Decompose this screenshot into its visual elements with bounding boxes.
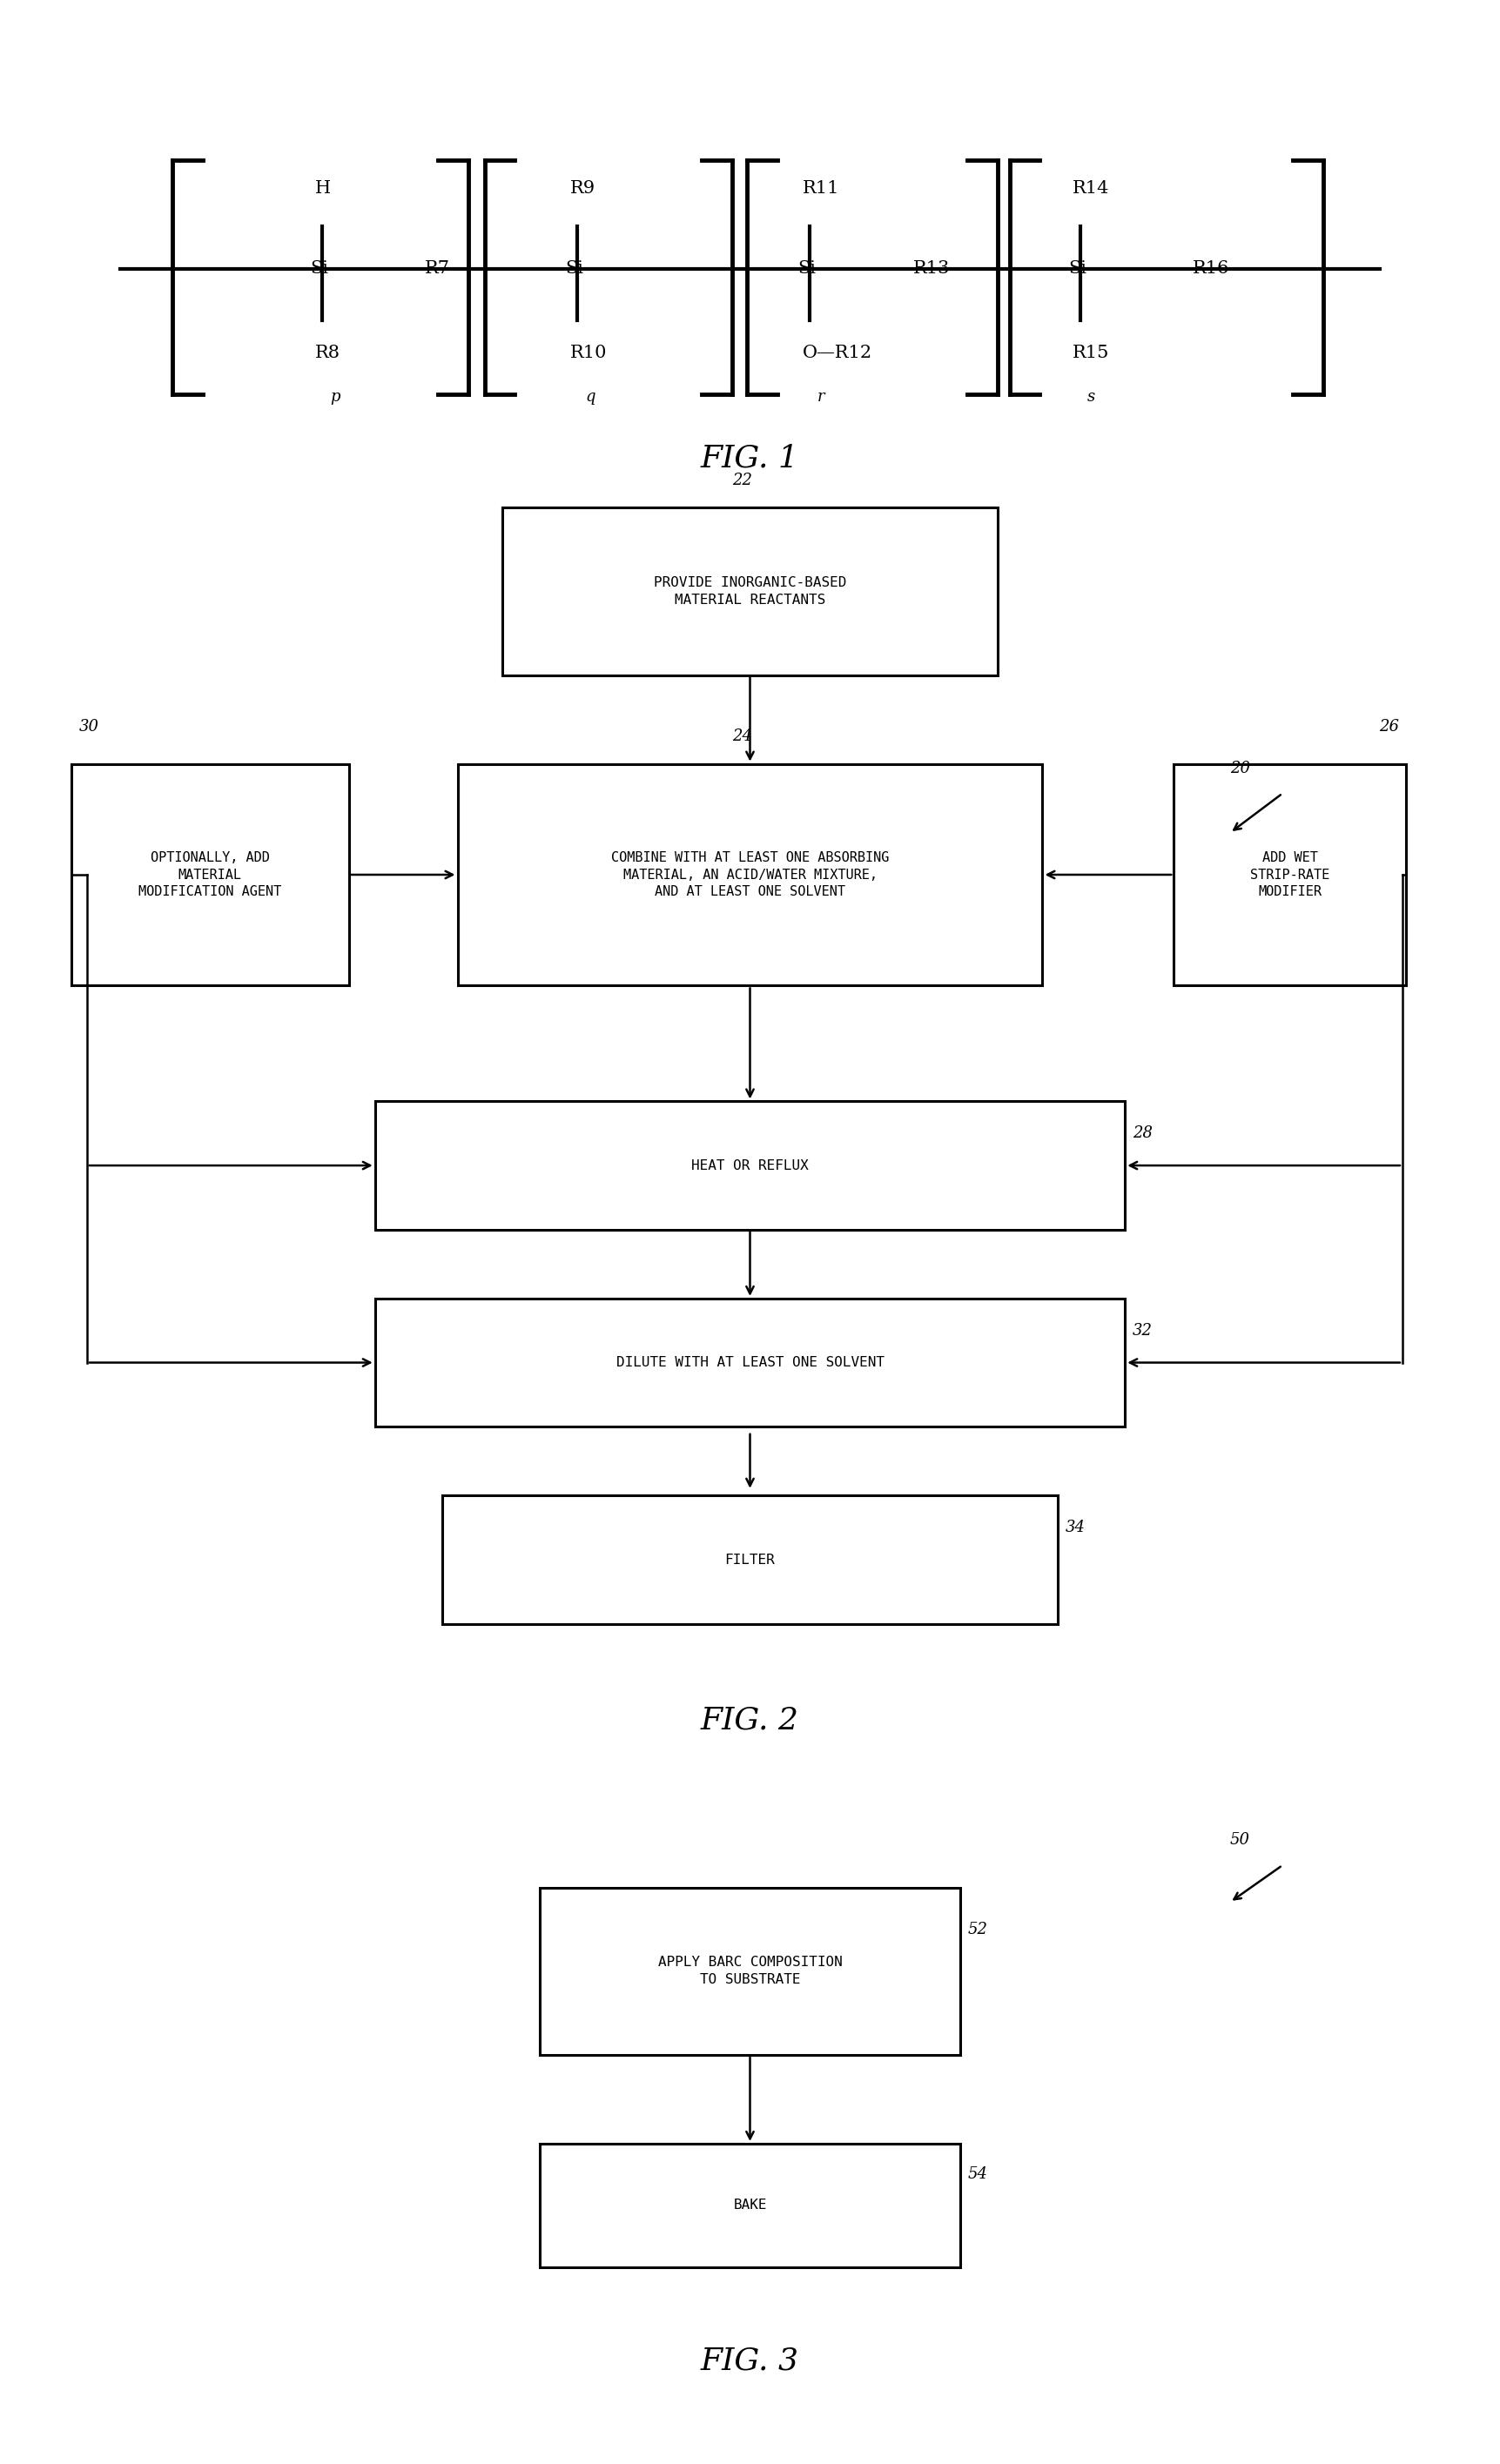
Text: 20: 20 [1230,761,1250,776]
FancyBboxPatch shape [1173,764,1407,986]
Text: r: r [818,389,825,404]
FancyBboxPatch shape [442,1496,1058,1624]
Text: 52: 52 [968,1922,987,1937]
FancyBboxPatch shape [375,1299,1125,1427]
Text: APPLY BARC COMPOSITION
TO SUBSTRATE: APPLY BARC COMPOSITION TO SUBSTRATE [659,1956,842,1986]
Text: HEAT OR REFLUX: HEAT OR REFLUX [692,1158,808,1173]
Text: Si: Si [1068,261,1086,276]
Text: 28: 28 [1132,1126,1152,1141]
Text: PROVIDE INORGANIC-BASED
MATERIAL REACTANTS: PROVIDE INORGANIC-BASED MATERIAL REACTAN… [654,577,846,606]
FancyBboxPatch shape [375,1101,1125,1230]
Text: ADD WET
STRIP-RATE
MODIFIER: ADD WET STRIP-RATE MODIFIER [1251,850,1329,899]
Text: 32: 32 [1132,1323,1152,1338]
Text: R7: R7 [424,261,450,276]
Text: FILTER: FILTER [724,1552,776,1567]
Text: 22: 22 [732,473,753,488]
Text: R15: R15 [1072,345,1110,362]
Text: FIG. 1: FIG. 1 [701,444,800,473]
Text: s: s [1088,389,1095,404]
Text: OPTIONALLY, ADD
MATERIAL
MODIFICATION AGENT: OPTIONALLY, ADD MATERIAL MODIFICATION AG… [138,850,282,899]
Text: R13: R13 [914,261,951,276]
Text: FIG. 2: FIG. 2 [701,1705,800,1735]
Text: 34: 34 [1065,1520,1084,1535]
Text: Si: Si [566,261,584,276]
Text: R9: R9 [570,180,596,197]
FancyBboxPatch shape [503,508,998,675]
Text: Si: Si [798,261,816,276]
FancyBboxPatch shape [458,764,1042,986]
Text: 50: 50 [1230,1833,1250,1848]
Text: R14: R14 [1072,180,1110,197]
Text: BAKE: BAKE [734,2198,767,2213]
Text: R11: R11 [803,180,840,197]
FancyBboxPatch shape [540,2144,960,2267]
Text: 24: 24 [732,729,753,744]
Text: p: p [330,389,341,404]
Text: COMBINE WITH AT LEAST ONE ABSORBING
MATERIAL, AN ACID/WATER MIXTURE,
AND AT LEAS: COMBINE WITH AT LEAST ONE ABSORBING MATE… [610,850,890,899]
Text: q: q [585,389,596,404]
Text: R16: R16 [1193,261,1230,276]
FancyBboxPatch shape [540,1887,960,2055]
Text: R8: R8 [315,345,340,362]
Text: Si: Si [310,261,329,276]
Text: DILUTE WITH AT LEAST ONE SOLVENT: DILUTE WITH AT LEAST ONE SOLVENT [616,1355,883,1370]
Text: O—R12: O—R12 [803,345,873,362]
Text: 54: 54 [968,2166,987,2183]
Text: FIG. 3: FIG. 3 [701,2346,800,2375]
Text: R10: R10 [570,345,608,362]
Text: 30: 30 [80,719,99,734]
Text: 26: 26 [1379,719,1398,734]
Text: H: H [315,180,332,197]
FancyBboxPatch shape [72,764,348,986]
